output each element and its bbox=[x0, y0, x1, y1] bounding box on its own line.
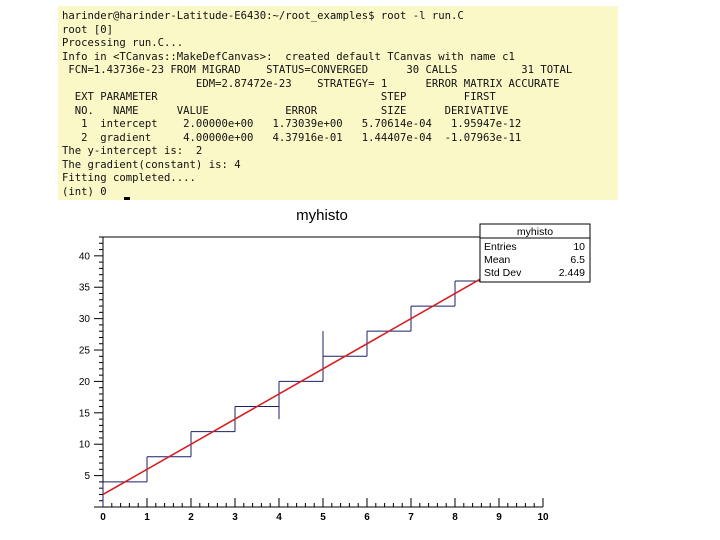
terminal-line: NO. NAME VALUE ERROR SIZE DERIVATIVE bbox=[62, 104, 509, 117]
terminal-line: harinder@harinder-Latitude-E6430:~/root_… bbox=[62, 10, 464, 22]
stats-label: Std Dev bbox=[484, 267, 522, 279]
terminal-line: Info in <TCanvas::MakeDefCanvas>: create… bbox=[62, 50, 515, 63]
terminal-lines: harinder@harinder-Latitude-E6430:~/root_… bbox=[58, 6, 618, 199]
histogram-chart[interactable]: 0 1 2 3 4 5 6 7 8 9 10 5 10 15 20 25 30 35 40 myhisto myhis… bbox=[0, 200, 720, 540]
stats-label: Entries bbox=[484, 241, 517, 253]
stats-label: Mean bbox=[484, 254, 510, 266]
x-tick-label: 6 bbox=[364, 512, 370, 523]
x-tick-label: 1 bbox=[144, 512, 150, 523]
x-tick-label: 9 bbox=[496, 512, 502, 523]
x-tick-label: 0 bbox=[100, 512, 106, 523]
x-tick-label: 3 bbox=[232, 512, 238, 523]
fit-line bbox=[102, 242, 544, 496]
y-tick-label: 5 bbox=[84, 471, 90, 482]
terminal-line: Fitting completed.... bbox=[62, 172, 196, 184]
x-tick-label: 5 bbox=[320, 512, 326, 523]
terminal-line: root [0] bbox=[62, 23, 114, 36]
terminal-line: 2 gradient 4.00000e+00 4.37916e-01 1.444… bbox=[62, 131, 522, 144]
terminal-line: The gradient(constant) is: 4 bbox=[62, 158, 241, 171]
terminal-line: EDM=2.87472e-23 STRATEGY= 1 ERROR MATRIX… bbox=[62, 77, 560, 90]
terminal-line: 1 intercept 2.00000e+00 1.73039e+00 5.70… bbox=[62, 118, 522, 130]
terminal-line: (int) 0 bbox=[62, 185, 107, 198]
y-tick-label: 15 bbox=[79, 408, 91, 419]
terminal-line: FCN=1.43736e-23 FROM MIGRAD STATUS=CONVE… bbox=[62, 64, 573, 76]
y-tick-label: 20 bbox=[79, 377, 91, 388]
x-tick-label: 8 bbox=[452, 512, 458, 523]
y-tick-label: 35 bbox=[79, 283, 91, 294]
terminal-line: Processing run.C... bbox=[62, 37, 184, 49]
chart-title: myhisto bbox=[296, 207, 348, 224]
terminal-cursor bbox=[124, 197, 130, 200]
terminal-line: The y-intercept is: 2 bbox=[62, 145, 203, 157]
terminal-output[interactable]: harinder@harinder-Latitude-E6430:~/root_… bbox=[58, 6, 618, 200]
root-canvas[interactable]: 0 1 2 3 4 5 6 7 8 9 10 5 10 15 20 25 30 35 40 myhisto myhis… bbox=[0, 200, 720, 540]
y-tick-label: 30 bbox=[79, 314, 91, 325]
y-tick-label: 10 bbox=[79, 440, 91, 451]
stats-box bbox=[479, 223, 591, 283]
x-tick-label: 7 bbox=[408, 512, 414, 523]
stats-value: 6.5 bbox=[570, 254, 585, 266]
stats-title: myhisto bbox=[517, 226, 553, 238]
stats-value: 2.449 bbox=[559, 267, 585, 279]
x-tick-label: 2 bbox=[188, 512, 194, 523]
stats-value: 10 bbox=[573, 241, 585, 253]
x-tick-label: 10 bbox=[537, 512, 549, 523]
x-tick-label: 4 bbox=[276, 512, 282, 523]
terminal-line: EXT PARAMETER STEP FIRST bbox=[62, 91, 496, 103]
y-tick-label: 40 bbox=[79, 251, 91, 262]
y-tick-label: 25 bbox=[79, 346, 91, 357]
